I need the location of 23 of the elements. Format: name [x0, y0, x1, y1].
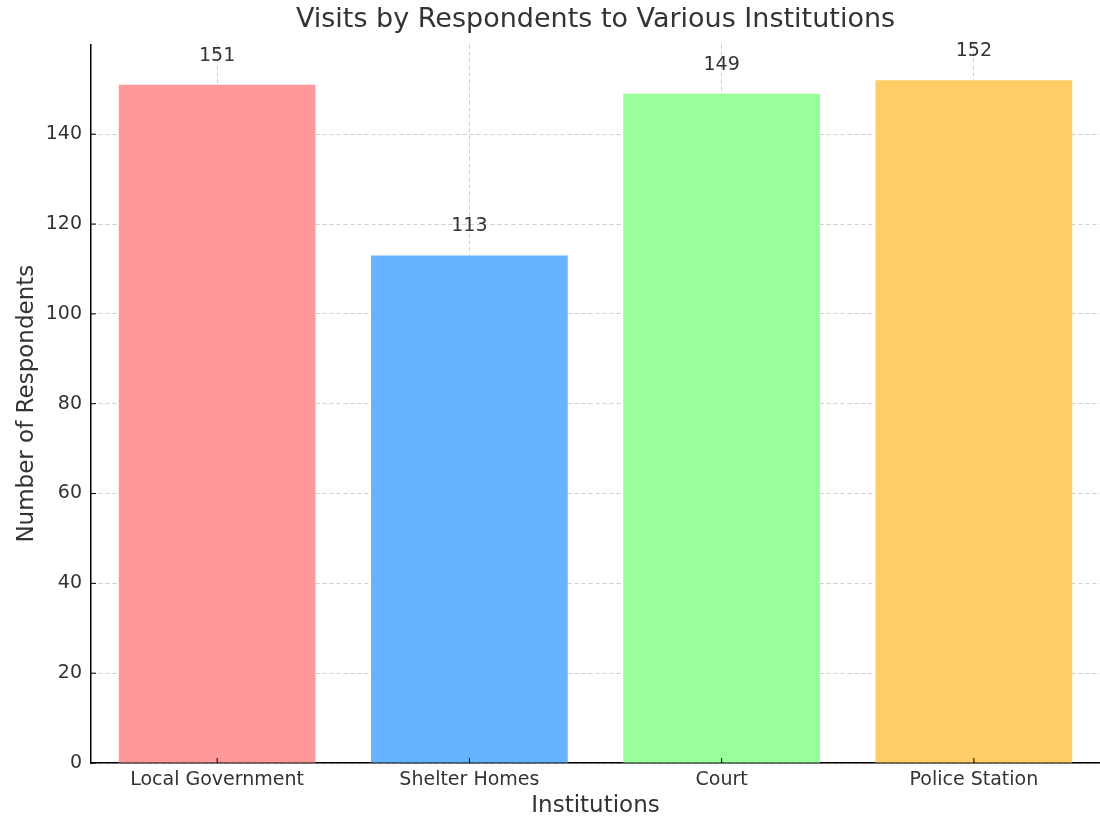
bar: [118, 84, 316, 763]
data-label: 151: [198, 42, 236, 65]
x-tick-label: Local Government: [130, 767, 305, 790]
x-tick-label: Police Station: [909, 767, 1039, 790]
bar: [623, 93, 820, 763]
x-axis-title: Institutions: [531, 791, 660, 818]
y-axis-title: Number of Respondents: [11, 264, 38, 543]
bar: [371, 255, 568, 763]
y-tick-label: 20: [57, 660, 82, 683]
x-tick-label: Court: [695, 767, 748, 790]
y-tick-label: 100: [45, 300, 82, 323]
y-tick-label: 0: [69, 749, 82, 772]
y-tick-label: 80: [57, 390, 82, 413]
chart-title: Visits by Respondents to Various Institutions: [295, 2, 896, 34]
data-label: 152: [955, 38, 993, 61]
y-tick-label: 60: [57, 480, 82, 503]
data-label: 149: [703, 51, 740, 74]
y-tick-label: 140: [45, 121, 82, 144]
y-tick-label: 40: [57, 570, 82, 593]
data-label: 113: [451, 213, 488, 236]
y-tick-label: 120: [45, 210, 82, 233]
bar: [875, 80, 1073, 763]
x-tick-label: Shelter Homes: [399, 767, 540, 790]
